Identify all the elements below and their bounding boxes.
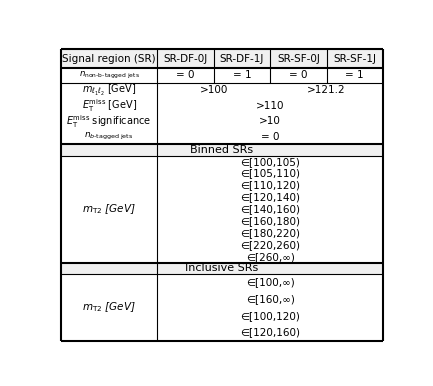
Text: ∈[100,120): ∈[100,120) (240, 311, 300, 321)
Text: ∈[120,160): ∈[120,160) (240, 327, 300, 337)
Text: ∈[260,∞): ∈[260,∞) (246, 252, 295, 262)
Text: >10: >10 (259, 116, 281, 126)
Bar (61, 49, 383, 68)
Text: ∈[180,220): ∈[180,220) (240, 228, 300, 238)
Text: Inclusive SRs: Inclusive SRs (185, 263, 259, 273)
Text: ∈[140,160): ∈[140,160) (240, 204, 300, 214)
Text: ∈[100,∞): ∈[100,∞) (246, 277, 294, 287)
Text: SR-SF-0J: SR-SF-0J (277, 54, 320, 64)
Text: = 0: = 0 (289, 70, 308, 80)
Text: = 0: = 0 (176, 70, 195, 80)
Text: ∈[120,140): ∈[120,140) (240, 192, 300, 202)
Text: >100: >100 (200, 85, 228, 95)
Text: >121.2: >121.2 (307, 85, 346, 95)
Text: $E_{\rm T}^{\rm miss}$ significance: $E_{\rm T}^{\rm miss}$ significance (67, 113, 152, 130)
Text: = 0: = 0 (261, 132, 279, 142)
Text: ∈[105,110): ∈[105,110) (240, 169, 300, 179)
Text: $n_{\rm non\text{-}b\text{-}tagged\ jets}$: $n_{\rm non\text{-}b\text{-}tagged\ jets… (79, 69, 139, 81)
Text: $n_{b\text{-}{\rm tagged\ jets}}$: $n_{b\text{-}{\rm tagged\ jets}}$ (84, 131, 134, 142)
Text: $m_{\rm T2}$ [GeV]: $m_{\rm T2}$ [GeV] (82, 202, 136, 216)
Text: Binned SRs: Binned SRs (191, 145, 253, 155)
Bar (61, 263, 383, 274)
Text: SR-DF-1J: SR-DF-1J (220, 54, 264, 64)
Text: ∈[110,120): ∈[110,120) (240, 180, 300, 190)
Text: = 1: = 1 (233, 70, 252, 80)
Text: $E_{\rm T}^{\rm miss}$ [GeV]: $E_{\rm T}^{\rm miss}$ [GeV] (82, 97, 137, 114)
Text: ∈[160,∞): ∈[160,∞) (246, 294, 295, 304)
Text: ∈[220,260): ∈[220,260) (240, 240, 300, 250)
Text: SR-DF-0J: SR-DF-0J (164, 54, 208, 64)
Text: Signal region (SR): Signal region (SR) (62, 54, 156, 64)
Text: ∈[160,180): ∈[160,180) (240, 216, 300, 226)
Text: >110: >110 (256, 101, 284, 111)
Text: $m_{\rm T2}$ [GeV]: $m_{\rm T2}$ [GeV] (82, 300, 136, 314)
Bar (61, 144, 383, 156)
Text: = 1: = 1 (346, 70, 364, 80)
Text: ∈[100,105): ∈[100,105) (240, 157, 300, 167)
Text: SR-SF-1J: SR-SF-1J (333, 54, 376, 64)
Text: $m_{\ell_1\ell_2}$ [GeV]: $m_{\ell_1\ell_2}$ [GeV] (82, 83, 136, 98)
